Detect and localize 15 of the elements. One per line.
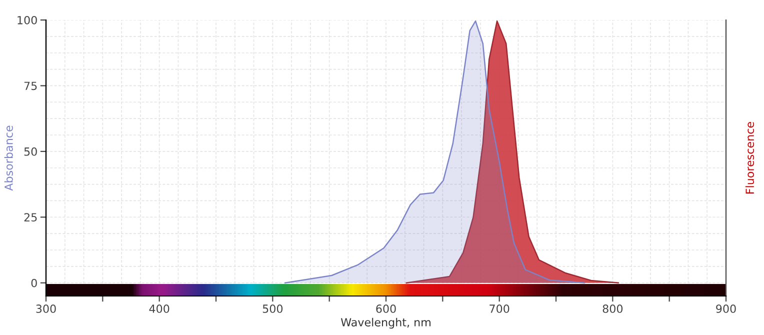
x-tick-label: 600 (376, 304, 396, 313)
x-tick-label: 400 (149, 304, 170, 313)
x-tick-label: 800 (602, 304, 623, 313)
x-tick-label: 500 (262, 304, 283, 313)
y-tick-label: 50 (24, 147, 37, 156)
y-axis-title: Absorbance (4, 126, 13, 191)
y-tick-label: 100 (18, 16, 37, 24)
y-tick-label: 25 (24, 213, 37, 222)
x-tick-label: 700 (490, 304, 510, 313)
y-tick-label: 75 (24, 82, 37, 90)
x-tick-label: 300 (36, 304, 56, 313)
x-axis-title: Wavelenght, nm (340, 318, 430, 329)
y-tick-label: 0 (31, 278, 37, 288)
y2-axis-title: Fluorescence (745, 122, 754, 194)
x-tick-label: 900 (716, 304, 736, 313)
